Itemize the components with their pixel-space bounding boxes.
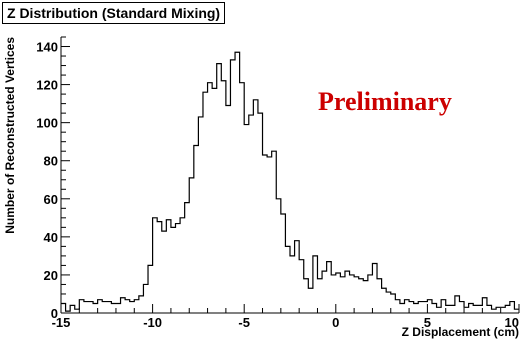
x-tick-label: 0 [332,315,339,330]
y-axis-title: Number of Reconstructed Vertices [3,37,17,234]
x-tick-label: -10 [143,315,162,330]
y-tick-label: 80 [44,154,58,169]
y-tick-label: 0 [51,306,58,321]
y-tick-label: 140 [36,40,58,55]
y-tick-label: 60 [44,192,58,207]
preliminary-annotation: Preliminary [318,87,452,116]
x-axis-title: Z Displacement (cm) [402,325,519,339]
y-tick-label: 120 [36,78,58,93]
y-tick-label: 100 [36,116,58,131]
x-tick-label: -5 [238,315,250,330]
chart-title: Z Distribution (Standard Mixing) [2,2,226,24]
histogram-outline [61,51,519,312]
y-tick-label: 20 [44,268,58,283]
x-tick-label: 10 [505,315,519,330]
y-tick-label: 40 [44,230,58,245]
x-tick-label: 5 [424,315,431,330]
x-tick-label: -15 [52,315,71,330]
